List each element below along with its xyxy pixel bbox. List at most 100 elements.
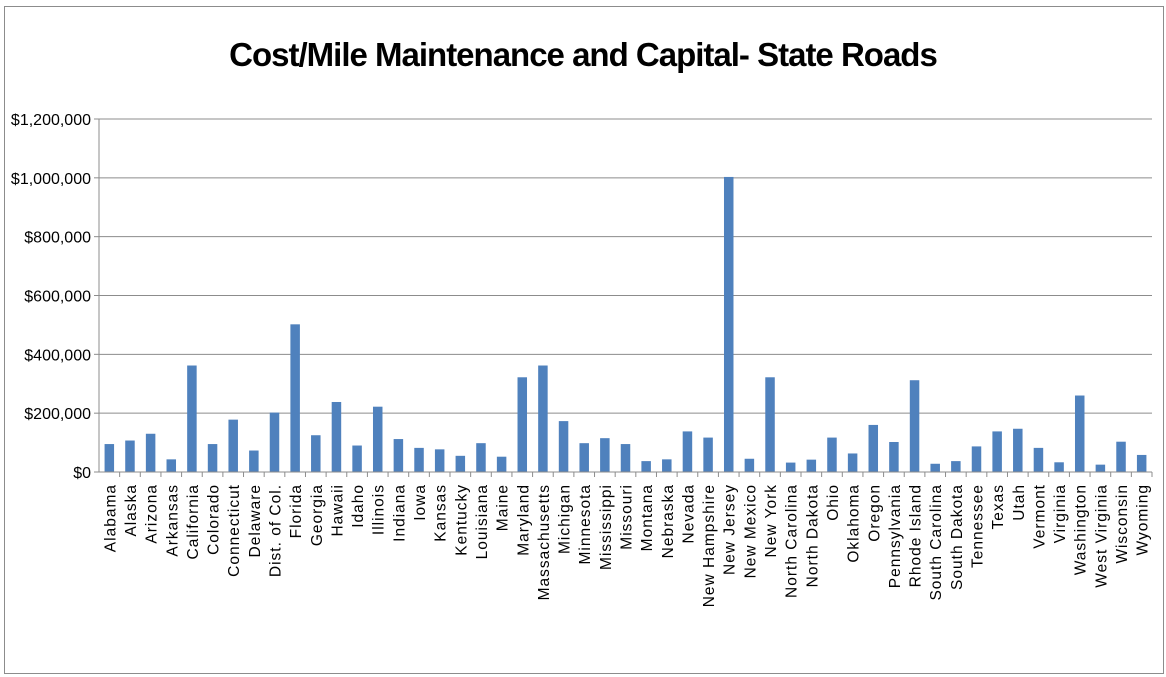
x-tick-label: South Dakota — [949, 484, 966, 590]
bar — [311, 435, 321, 472]
x-tick-label: Kentucky — [453, 484, 470, 556]
y-tick-label: $400,000 — [24, 347, 91, 364]
bar — [1116, 441, 1126, 472]
x-tick-label: New Mexico — [742, 484, 759, 578]
bar — [476, 443, 486, 472]
bar — [145, 433, 156, 472]
x-tick-label: Dist. of Col. — [268, 484, 285, 577]
bar — [1136, 454, 1147, 472]
bar — [455, 455, 466, 472]
x-tick-label: Oklahoma — [846, 484, 863, 563]
bar — [125, 440, 135, 472]
bar — [992, 431, 1002, 472]
bar — [785, 462, 796, 472]
axes — [94, 118, 1153, 477]
bar — [723, 176, 734, 472]
y-tick-label: $0 — [73, 465, 91, 482]
x-tick-label: Wisconsin — [1114, 484, 1131, 564]
bar — [496, 456, 507, 472]
x-tick-label: New Jersey — [722, 484, 739, 575]
chart-frame — [4, 6, 1164, 674]
bar — [579, 443, 589, 472]
x-tick-label: Nevada — [680, 484, 697, 543]
x-tick-label: Rhode Island — [908, 484, 925, 587]
x-tick-label: North Carolina — [784, 484, 801, 598]
x-tick-label: Michigan — [557, 484, 574, 554]
x-axis-tick-labels: Alabama Alaska Arizona Arkansas California Co… — [102, 484, 1151, 607]
x-tick-label: New York — [763, 484, 780, 557]
bar — [187, 365, 197, 472]
chart-title: Cost/Mile Maintenance and Capital- State… — [229, 36, 938, 73]
bar — [414, 447, 424, 472]
x-tick-label: West Virginia — [1093, 484, 1110, 588]
x-tick-label: Montana — [639, 484, 656, 551]
bar — [290, 324, 300, 472]
x-tick-label: Minnesota — [577, 484, 594, 565]
x-tick-label: Colorado — [206, 484, 223, 555]
bar — [620, 444, 631, 472]
bar — [352, 445, 362, 472]
bar — [393, 439, 404, 472]
y-tick-label: $1,000,000 — [11, 171, 91, 188]
x-tick-label: Texas — [990, 484, 1007, 530]
y-tick-label: $800,000 — [24, 230, 91, 247]
x-tick-label: Missouri — [619, 484, 636, 550]
x-tick-label: Massachusetts — [536, 484, 553, 600]
bar — [662, 459, 672, 472]
x-tick-label: Alabama — [102, 484, 119, 552]
bar — [104, 444, 115, 472]
x-tick-label: Vermont — [1031, 484, 1048, 549]
bar — [806, 459, 817, 472]
bar — [682, 431, 693, 472]
bar — [600, 438, 610, 472]
x-tick-label: Maryland — [515, 484, 532, 556]
x-tick-label: California — [185, 484, 202, 559]
bar — [930, 463, 940, 472]
bar — [228, 419, 238, 472]
x-tick-label: North Dakota — [804, 484, 821, 587]
bar — [971, 446, 982, 472]
x-tick-label: Oregon — [866, 484, 883, 542]
bar — [703, 437, 713, 472]
x-tick-label: Indiana — [391, 484, 408, 542]
x-tick-label: Pennsylvania — [887, 484, 904, 588]
x-tick-label: Ohio — [825, 484, 842, 521]
bar — [269, 412, 280, 472]
gridlines — [99, 118, 1152, 414]
x-tick-label: Idaho — [350, 484, 367, 528]
bar — [1013, 428, 1023, 472]
bar — [372, 406, 383, 472]
bar — [909, 380, 920, 472]
bars — [104, 176, 1147, 472]
x-tick-label: Louisiana — [474, 484, 491, 559]
x-tick-label: Illinois — [371, 484, 388, 535]
x-tick-label: Maine — [495, 484, 512, 531]
bar — [331, 401, 342, 472]
x-tick-label: Iowa — [412, 484, 429, 521]
x-tick-label: Alaska — [123, 484, 140, 537]
bar — [1033, 447, 1044, 472]
x-tick-label: Mississippi — [598, 484, 615, 570]
x-tick-label: Georgia — [309, 484, 326, 546]
bar — [951, 461, 961, 472]
x-tick-label: Connecticut — [226, 484, 243, 577]
bar — [166, 459, 177, 472]
y-tick-label: $600,000 — [24, 289, 91, 306]
x-tick-label: Florida — [288, 484, 305, 538]
y-tick-label: $200,000 — [24, 406, 91, 423]
y-axis-tick-labels: $0 $200,000 $400,000 $600,000 $800,000 $1,000… — [11, 112, 91, 482]
bar — [538, 365, 548, 472]
x-tick-label: Arkansas — [164, 484, 181, 557]
x-tick-label: Washington — [1073, 484, 1090, 575]
bar — [889, 441, 899, 472]
x-tick-label: South Carolina — [928, 484, 945, 601]
bar — [827, 437, 837, 472]
bar — [744, 458, 755, 472]
y-tick-label: $1,200,000 — [11, 112, 91, 129]
x-tick-label: New Hampshire — [701, 484, 718, 607]
bar — [847, 453, 858, 472]
bar — [1074, 395, 1085, 472]
x-tick-label: Delaware — [247, 484, 264, 557]
x-tick-label: Tennessee — [970, 484, 987, 568]
